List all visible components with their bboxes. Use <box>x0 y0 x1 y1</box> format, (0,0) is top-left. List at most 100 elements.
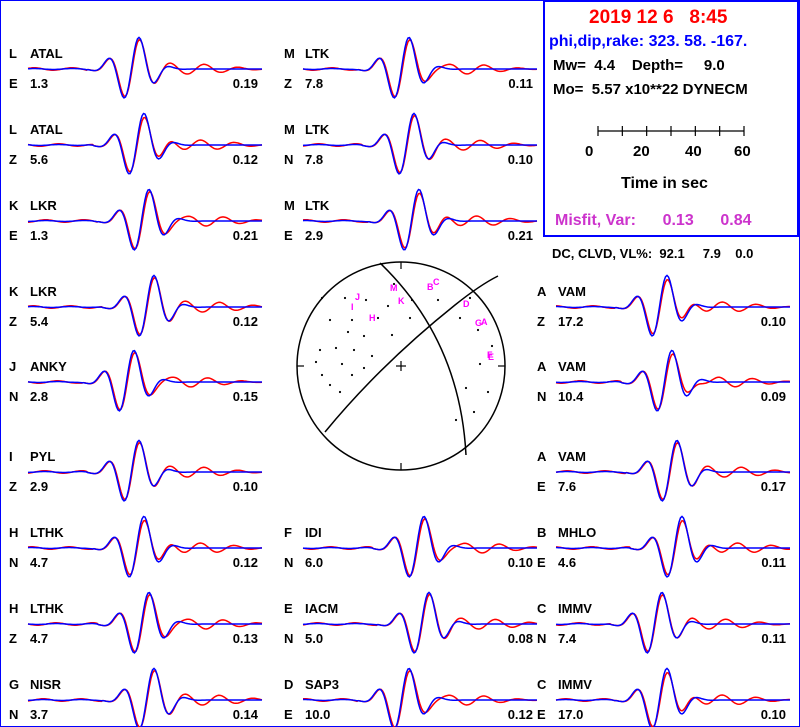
synthetic-trace <box>555 515 790 578</box>
polarity-dot <box>314 360 318 364</box>
station-name: LTK <box>305 122 330 137</box>
station-letter: C <box>537 601 547 616</box>
polarity-dot <box>478 362 482 366</box>
component-label: Z <box>9 152 17 167</box>
synthetic-trace <box>28 439 262 502</box>
station-letter: A <box>537 284 547 299</box>
station-name: IDI <box>305 525 322 540</box>
station-name: VAM <box>558 449 586 464</box>
polarity-dot <box>386 304 390 308</box>
amplitude-value: 0.10 <box>761 707 786 722</box>
polarity-dot <box>350 373 354 377</box>
amplitude-value: 0.10 <box>508 152 533 167</box>
polarity-dot <box>350 318 354 322</box>
polarity-dot <box>343 296 347 300</box>
station-letter: M <box>284 122 295 137</box>
synthetic-trace <box>27 274 262 337</box>
component-label: E <box>9 76 18 91</box>
polarity-dot <box>410 298 414 302</box>
station-letter: K <box>9 198 19 213</box>
event-datetime: 2019 12 6 8:45 <box>589 7 727 29</box>
polarity-dot <box>490 344 494 348</box>
synthetic-trace <box>555 349 790 412</box>
station-letter: M <box>284 46 295 61</box>
mw-value: 4.4 <box>594 57 616 74</box>
polarity-dot <box>334 346 338 350</box>
distance-value: 1.3 <box>30 76 48 91</box>
station-name: MHLO <box>558 525 596 540</box>
depth-value: 9.0 <box>703 57 725 74</box>
distance-value: 7.6 <box>558 479 576 494</box>
waveform-panel-mhlo-e: B MHLO E 4.6 0.11 <box>537 515 791 578</box>
component-label: Z <box>9 631 17 646</box>
waveform-panel-vam-e: A VAM E 7.6 0.17 <box>537 439 791 502</box>
station-letter: C <box>537 677 547 692</box>
synthetic-trace <box>303 667 537 727</box>
waveform-panel-ltk-e: M LTK E 2.9 0.21 <box>284 188 538 251</box>
beachball-station-label: C <box>433 277 440 287</box>
distance-value: 10.0 <box>305 707 330 722</box>
station-name: VAM <box>558 359 586 374</box>
dc-clvd-line: DC, CLVD, VL%: 92.1 7.9 0.0 <box>552 246 753 261</box>
station-letter: E <box>284 601 293 616</box>
dc-value: 92.1 <box>659 246 685 261</box>
station-name: LKR <box>30 198 57 213</box>
station-letter: I <box>9 449 13 464</box>
station-name: IACM <box>305 601 338 616</box>
amplitude-value: 0.13 <box>233 631 258 646</box>
clvd-value: 7.9 <box>702 246 721 261</box>
waveform-panel-lthk-n: H LTHK N 4.7 0.12 <box>9 515 263 578</box>
polarity-dot <box>486 390 490 394</box>
event-time: 8:45 <box>689 7 728 28</box>
amplitude-value: 0.19 <box>233 76 258 91</box>
synthetic-trace <box>302 112 537 175</box>
distance-value: 17.2 <box>558 314 583 329</box>
synthetic-trace <box>27 667 262 727</box>
distance-value: 4.7 <box>30 555 48 570</box>
amplitude-value: 0.15 <box>233 389 258 404</box>
polarity-dot <box>472 410 476 414</box>
component-label: N <box>537 631 546 646</box>
misfit-label: Misfit, Var: <box>555 212 636 229</box>
beachball-station-label: H <box>369 313 376 323</box>
misfit-value: 0.13 <box>662 212 694 229</box>
distance-value: 7.8 <box>305 152 323 167</box>
beachball-station-label: D <box>463 299 470 309</box>
polarity-dot <box>338 390 342 394</box>
component-label: Z <box>284 76 292 91</box>
polarity-dot <box>370 354 374 358</box>
time-tick-60: 60 <box>734 143 751 160</box>
station-name: ANKY <box>30 359 67 374</box>
beachball-station-label: A <box>481 317 488 327</box>
amplitude-value: 0.09 <box>761 389 786 404</box>
distance-value: 10.4 <box>558 389 584 404</box>
mo-label: Mo= <box>553 81 584 98</box>
amplitude-value: 0.12 <box>233 152 258 167</box>
component-label: E <box>9 228 18 243</box>
polarity-dot <box>320 296 324 300</box>
component-label: E <box>537 479 546 494</box>
station-letter: M <box>284 198 295 213</box>
station-name: IMMV <box>558 677 592 692</box>
polarity-dot <box>328 318 332 322</box>
polarity-dot <box>468 296 472 300</box>
polarity-dot <box>320 373 324 377</box>
component-label: N <box>9 707 18 722</box>
component-label: E <box>284 228 293 243</box>
synthetic-trace <box>556 274 790 337</box>
station-letter: L <box>9 122 17 137</box>
polarity-dot <box>328 383 332 387</box>
station-letter: F <box>284 525 292 540</box>
distance-value: 2.8 <box>30 389 48 404</box>
vl-value: 0.0 <box>735 246 754 261</box>
station-letter: J <box>9 359 16 374</box>
mechanism-label: phi,dip,rake: <box>549 33 645 50</box>
polarity-dot <box>408 316 412 320</box>
amplitude-value: 0.14 <box>233 707 259 722</box>
amplitude-value: 0.08 <box>508 631 533 646</box>
synthetic-trace <box>556 591 790 654</box>
amplitude-value: 0.10 <box>233 479 258 494</box>
synthetic-trace <box>27 188 262 251</box>
amplitude-value: 0.11 <box>761 631 786 646</box>
